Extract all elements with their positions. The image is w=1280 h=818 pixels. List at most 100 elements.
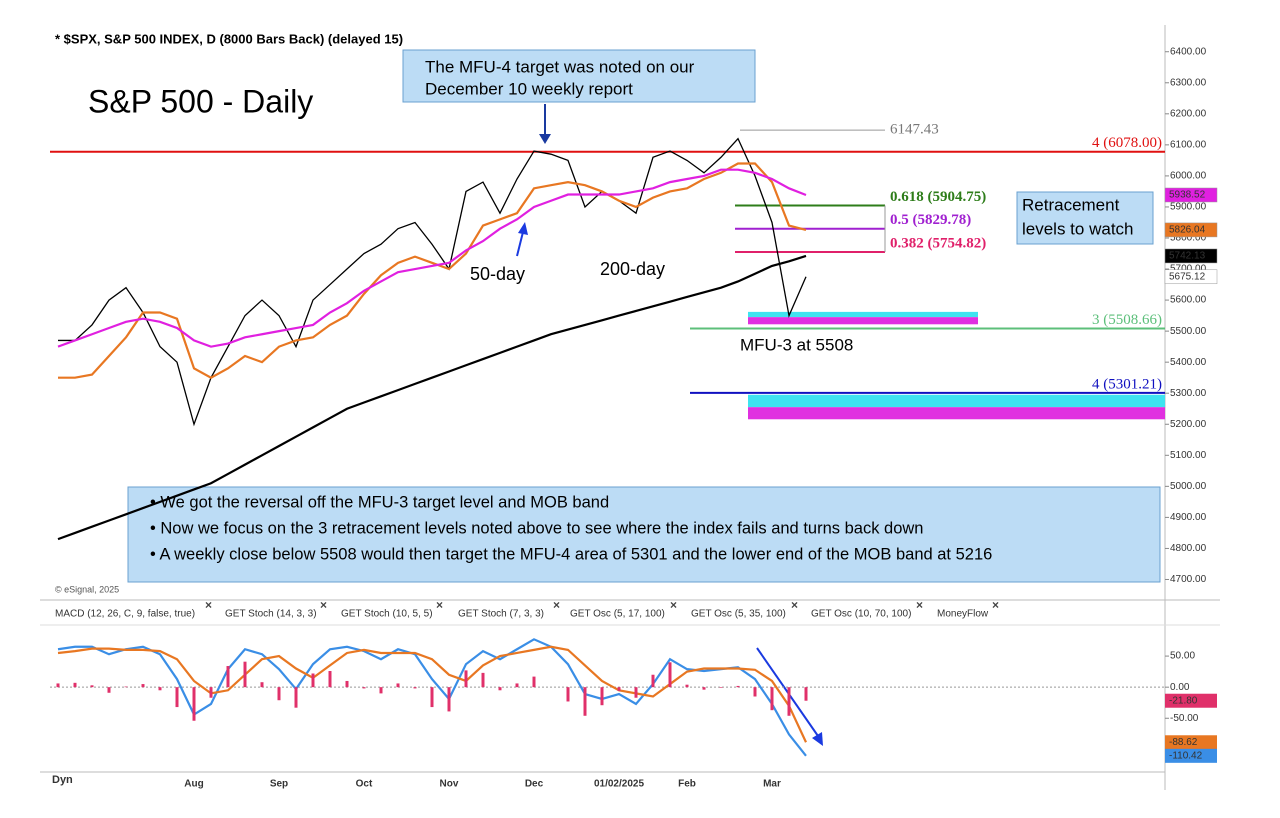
histogram-bar xyxy=(702,687,706,690)
histogram-bar xyxy=(481,672,485,688)
bullet: • We got the reversal off the MFU-3 targ… xyxy=(150,493,609,511)
footer-label: Dyn xyxy=(52,774,73,786)
chart-title: S&P 500 - Daily xyxy=(88,83,313,119)
histogram-bar xyxy=(787,687,791,716)
histogram-bar xyxy=(719,687,723,688)
last-value-box xyxy=(1164,248,1218,264)
mob-band xyxy=(748,317,978,325)
high-label: 6147.43 xyxy=(890,122,939,138)
x-tick-label: Oct xyxy=(356,779,373,790)
chart-header: * $SPX, S&P 500 INDEX, D (8000 Bars Back… xyxy=(55,31,403,46)
mob-band xyxy=(748,407,1165,420)
tab-close[interactable]: × xyxy=(670,598,677,612)
macd-line xyxy=(57,638,807,757)
y-tick-label: 5000.00 xyxy=(1170,481,1207,492)
histogram-bar xyxy=(736,685,740,688)
x-tick-label: Feb xyxy=(678,779,696,790)
histogram-bar xyxy=(515,683,519,688)
histogram-bar xyxy=(260,682,264,688)
indicator-tab[interactable]: GET Osc (5, 17, 100) xyxy=(570,609,665,620)
histogram-bar xyxy=(753,687,757,697)
histogram-bar xyxy=(685,684,689,688)
arrowhead xyxy=(539,134,551,144)
tab-close[interactable]: × xyxy=(205,598,212,612)
histogram-bar xyxy=(107,687,111,693)
histogram-bar xyxy=(209,687,213,698)
last-value-label: 5742.13 xyxy=(1169,251,1206,262)
level-label: 4 (5301.21) xyxy=(1092,376,1162,392)
tab-close[interactable]: × xyxy=(791,598,798,612)
y-tick-label: 6100.00 xyxy=(1170,140,1207,151)
y-tick-label: 5300.00 xyxy=(1170,388,1207,399)
indicator-tab[interactable]: MACD (12, 26, C, 9, false, true) xyxy=(55,609,195,620)
ma-label: 50-day xyxy=(470,264,525,284)
histogram-bar xyxy=(668,662,672,688)
histogram-bar xyxy=(192,687,196,721)
y-tick-label: 0.00 xyxy=(1170,682,1190,693)
histogram-bar xyxy=(770,687,774,711)
histogram-bar xyxy=(90,685,94,688)
histogram-bar xyxy=(294,687,298,708)
indicator-tab[interactable]: GET Stoch (14, 3, 3) xyxy=(225,609,317,620)
arrowhead xyxy=(812,732,823,746)
tab-close[interactable]: × xyxy=(436,598,443,612)
level-label: 3 (5508.66) xyxy=(1092,312,1162,328)
y-tick-label: 5700.00 xyxy=(1170,264,1207,275)
level-label: 4 (6078.00) xyxy=(1092,135,1162,151)
tab-close[interactable]: × xyxy=(992,598,999,612)
histogram-bar xyxy=(226,666,230,688)
histogram-bar xyxy=(243,661,247,688)
indicator-tab[interactable]: GET Stoch (10, 5, 5) xyxy=(341,609,433,620)
indicator-tab[interactable]: GET Osc (10, 70, 100) xyxy=(811,609,911,620)
histogram-bar xyxy=(56,683,60,688)
last-value-box xyxy=(1164,187,1218,203)
tab-close[interactable]: × xyxy=(916,598,923,612)
y-tick-label: 5500.00 xyxy=(1170,326,1207,337)
last-value-label: -110.42 xyxy=(1169,750,1203,761)
y-tick-label: 5600.00 xyxy=(1170,295,1207,306)
bullet-box xyxy=(127,486,1161,583)
histogram-bar xyxy=(498,687,502,691)
last-value-box xyxy=(1165,693,1217,708)
indicator-tab[interactable]: MoneyFlow xyxy=(937,609,989,620)
histogram-bar xyxy=(600,687,604,706)
bullet: • A weekly close below 5508 would then t… xyxy=(150,545,992,563)
histogram-bar xyxy=(413,687,417,689)
retracement-label: 0.5 (5829.78) xyxy=(890,212,971,228)
tab-close[interactable]: × xyxy=(553,598,560,612)
histogram-bar xyxy=(362,687,366,689)
moving-average xyxy=(58,162,807,379)
histogram-bar xyxy=(311,673,315,688)
note-text: The MFU-4 target was noted on our xyxy=(425,57,695,76)
y-tick-label: 4900.00 xyxy=(1170,512,1207,523)
histogram-bar xyxy=(447,687,451,712)
y-tick-label: 5400.00 xyxy=(1170,357,1207,368)
tab-close[interactable]: × xyxy=(320,598,327,612)
moving-average xyxy=(57,168,807,348)
retracement-label: 0.382 (5754.82) xyxy=(890,235,986,251)
y-tick-label: 4800.00 xyxy=(1170,543,1207,554)
note-text: December 10 weekly report xyxy=(425,79,633,98)
y-tick-label: 50.00 xyxy=(1170,651,1195,662)
x-tick-label: Sep xyxy=(270,779,288,790)
x-tick-label: Nov xyxy=(440,779,459,790)
last-value-box xyxy=(1164,269,1218,285)
histogram-bar xyxy=(566,687,570,702)
y-tick-label: 4700.00 xyxy=(1170,574,1207,585)
indicator-tab[interactable]: GET Osc (5, 35, 100) xyxy=(691,609,786,620)
histogram-bar xyxy=(277,687,281,701)
histogram-bar xyxy=(651,674,655,688)
histogram-bar xyxy=(634,687,638,698)
histogram-bar xyxy=(141,684,145,688)
last-value-label: -88.62 xyxy=(1169,737,1198,748)
x-tick-label: Aug xyxy=(184,779,203,790)
histogram-bar xyxy=(430,687,434,708)
indicator-tab[interactable]: GET Stoch (7, 3, 3) xyxy=(458,609,544,620)
last-value-label: 5826.04 xyxy=(1169,225,1206,236)
mob-band xyxy=(748,311,978,318)
histogram-bar xyxy=(345,680,349,688)
mob-band xyxy=(748,394,1165,408)
x-tick-label: 01/02/2025 xyxy=(594,779,644,790)
retracement-note: Retracement xyxy=(1022,195,1120,214)
